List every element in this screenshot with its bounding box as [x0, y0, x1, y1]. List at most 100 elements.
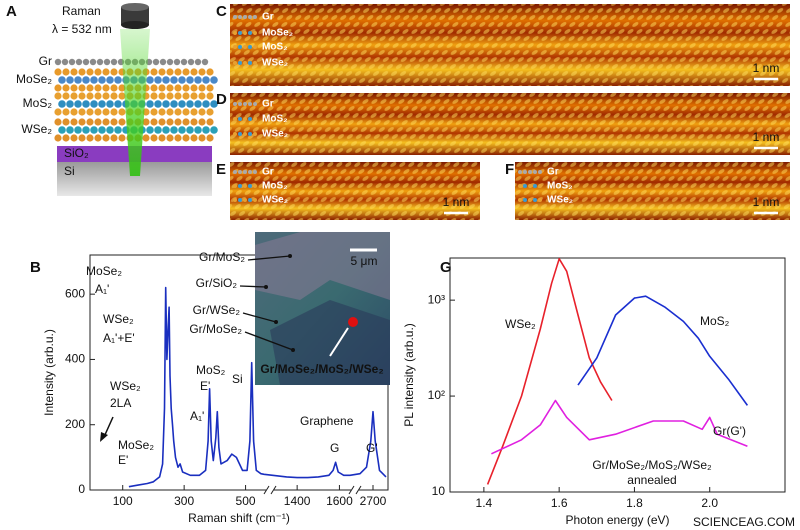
layer-icon: [253, 184, 257, 188]
atom: [94, 134, 102, 142]
series-label: Gr/MoSe₂/MoS₂/WSe₂ annealed: [592, 458, 712, 487]
layer-icon: [243, 198, 247, 202]
stem-lattice: [230, 4, 790, 86]
atom: [114, 100, 122, 108]
atom: [70, 68, 78, 76]
layer-icon: [238, 132, 242, 136]
atom: [82, 76, 90, 84]
layer-label: MoS₂: [547, 181, 573, 192]
panel-label: F: [505, 161, 514, 178]
layer-icon: [253, 170, 257, 174]
atom: [102, 134, 110, 142]
inset-label: Gr/MoSe₂/MoS₂/WSe₂: [260, 362, 383, 376]
x-tick-label: 100: [113, 494, 133, 508]
atom: [158, 118, 166, 126]
atom: [150, 134, 158, 142]
y-tick-label: 200: [65, 417, 85, 431]
atom: [158, 68, 166, 76]
atom: [110, 68, 118, 76]
layer-icon: [233, 31, 237, 35]
wavelength-label: λ = 532 nm: [52, 22, 112, 36]
atom: [190, 108, 198, 116]
axis-break: [348, 485, 355, 495]
annotation: WSe₂: [103, 312, 134, 326]
atom: [202, 100, 210, 108]
atom: [118, 118, 126, 126]
layer-icon: [533, 198, 537, 202]
layer-icon: [248, 132, 252, 136]
y-tick-label: 400: [65, 352, 85, 366]
layer-icon: [253, 31, 257, 35]
annotation: G: [330, 441, 339, 455]
atom: [190, 134, 198, 142]
layer-icon: [538, 198, 542, 202]
atom: [146, 76, 154, 84]
layer-label: MoS₂: [23, 96, 53, 110]
stem-lattice: [230, 162, 480, 220]
inset-flake: [270, 300, 390, 385]
arrowhead: [288, 254, 292, 258]
atom: [178, 100, 186, 108]
panel-label: A: [6, 3, 17, 20]
atom: [170, 100, 178, 108]
series-line: [128, 286, 387, 488]
atom: [54, 58, 62, 66]
atom: [78, 68, 86, 76]
layer-icon: [528, 198, 532, 202]
layer-label: Gr: [547, 167, 559, 178]
layer-icon: [518, 184, 522, 188]
layer-icon: [528, 184, 532, 188]
atom: [66, 76, 74, 84]
annotation: E': [200, 379, 210, 393]
atom: [66, 126, 74, 134]
layer-icon: [243, 61, 247, 65]
scale-bar-label: 1 nm: [753, 130, 780, 144]
atom: [198, 92, 206, 100]
atom: [166, 108, 174, 116]
atom: [86, 134, 94, 142]
arrow: [247, 255, 291, 261]
atom: [206, 134, 214, 142]
atom: [174, 68, 182, 76]
atom: [61, 58, 69, 66]
atom: [114, 126, 122, 134]
inset-label: Gr/MoS₂: [199, 250, 245, 264]
layer-icon: [243, 132, 247, 136]
layer-icon: [238, 31, 242, 35]
atom: [70, 92, 78, 100]
atom: [186, 76, 194, 84]
atom: [150, 118, 158, 126]
atom: [62, 118, 70, 126]
x-tick-label: 1.4: [476, 496, 493, 510]
substrate-label: Si: [64, 164, 75, 178]
atom: [74, 76, 82, 84]
atom: [198, 68, 206, 76]
atom: [110, 58, 118, 66]
atom: [166, 92, 174, 100]
atom: [206, 68, 214, 76]
scale-bar-label: 5 μm: [351, 254, 378, 268]
atom: [78, 84, 86, 92]
atom: [206, 108, 214, 116]
atom: [54, 68, 62, 76]
atom: [210, 126, 218, 134]
atom: [154, 76, 162, 84]
annotation: Gr(G'): [713, 424, 746, 438]
atom: [158, 108, 166, 116]
atom: [198, 84, 206, 92]
atom: [118, 92, 126, 100]
substrate-label: SiO₂: [64, 146, 89, 160]
atom: [170, 76, 178, 84]
atom: [94, 92, 102, 100]
layer-icon: [243, 117, 247, 121]
atom: [202, 126, 210, 134]
layer-label: WSe₂: [21, 122, 52, 136]
x-tick-label: 2.0: [701, 496, 718, 510]
layer-icon: [248, 61, 252, 65]
atom: [162, 100, 170, 108]
atom: [118, 84, 126, 92]
layer-icon: [233, 45, 237, 49]
layer-label: MoSe₂: [262, 28, 293, 39]
plot-frame: [449, 257, 786, 493]
